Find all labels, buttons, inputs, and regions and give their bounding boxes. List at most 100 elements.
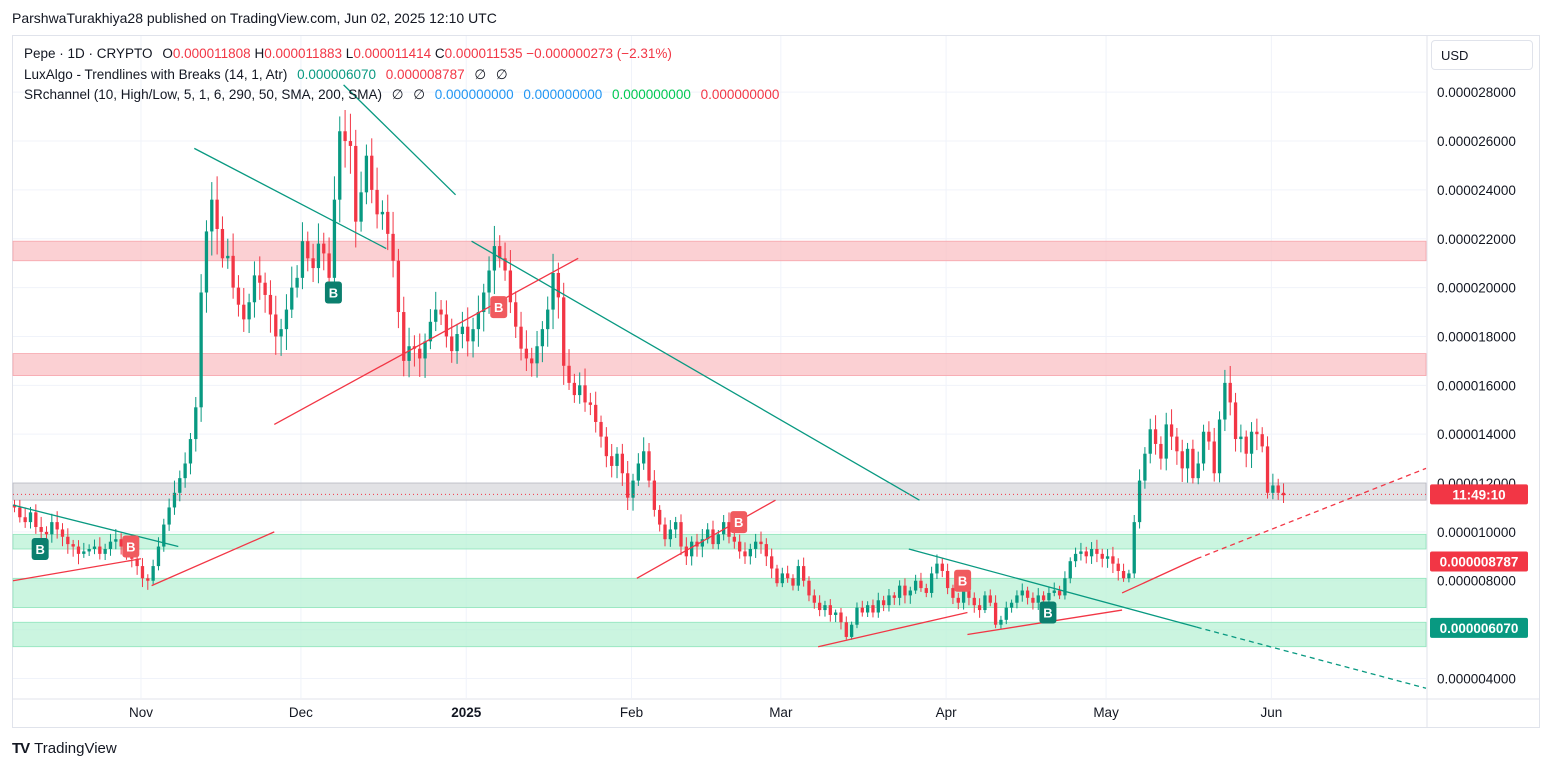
srchannel-value-3: 0.000000000 [434,87,514,102]
srchannel-legend-row[interactable]: SRchannel (10, High/Low, 5, 1, 6, 290, 5… [24,85,779,106]
candle [1020,583,1024,602]
candle [87,544,91,557]
candle-body [28,512,33,523]
candle-body [855,607,859,625]
candle-body [119,539,123,547]
candle-body [892,595,896,598]
candle [1217,411,1222,483]
candle-body [567,365,571,383]
symbol-legend-row[interactable]: Pepe · 1D · CRYPTO O0.000011808 H0.00001… [24,44,779,65]
candle-body [466,326,470,342]
luxalgo-value-4: ∅ [495,66,508,82]
candle [348,113,353,174]
candle-body [1191,448,1195,479]
candle-body [1159,443,1163,459]
y-axis-tick-label: 0.000016000 [1437,378,1516,393]
candle-body [1196,463,1200,479]
candle [812,589,816,609]
price-axis-label-bg [1430,551,1528,572]
candle-body [210,199,214,232]
candle [887,588,891,612]
candle [1191,439,1195,484]
candle [700,529,704,558]
srchannel-value-6: 0.000000000 [700,87,780,102]
candle [567,349,571,390]
luxalgo-value-2: 0.000008787 [385,66,465,82]
candle [236,275,241,317]
candle [524,330,529,371]
candle [1196,451,1200,485]
candle-body [594,404,598,422]
candle-body [1223,382,1227,420]
candle-body [588,402,593,405]
candle [1052,582,1056,597]
candle [828,599,832,622]
candle [380,200,385,230]
candle-body [658,509,662,525]
candle-body [988,595,992,603]
candle [439,300,443,325]
candle [258,256,262,300]
red-trendline [151,531,275,587]
candle [1068,557,1072,584]
candle-body [530,358,534,364]
candle-body [519,326,523,349]
candle-body [1207,431,1211,442]
candle-body [1095,548,1099,554]
symbol-name[interactable]: Pepe · 1D · CRYPTO [24,46,153,61]
candle [583,368,587,412]
price-chart[interactable]: B B B B B B B 0.000028000 0.000026000 0.000024000… [0,0,1554,730]
candle [908,586,912,604]
candle-body [23,517,27,523]
candle-body [1153,429,1158,444]
candle [679,514,683,556]
tradingview-footer[interactable]: TV TradingView [12,740,117,757]
candle [1207,421,1211,450]
open-label: O [162,46,173,61]
candle-body [722,522,726,535]
luxalgo-name[interactable]: LuxAlgo - Trendlines with Breaks (14, 1,… [24,66,288,82]
candle-body [887,595,891,606]
x-axis-tick-label: May [1093,705,1119,720]
candle [23,507,27,528]
candle [503,242,507,281]
candle-body [460,326,465,335]
currency-button[interactable]: USD [1431,40,1533,70]
candle [807,576,811,602]
candle [364,144,369,205]
candle-body [1265,446,1270,493]
red-trendline [1121,558,1197,594]
candle [631,473,635,511]
change-value: −0.000000273 (−2.31%) [526,46,672,61]
price-axis-label: 0.000006070 [1430,617,1528,638]
candle-body [929,573,934,593]
candle-body [551,272,555,310]
candle-body [919,580,923,589]
srchannel-value-5: 0.000000000 [612,87,691,102]
candle-body [226,255,230,259]
price-axis-label: 11:49:10 [1430,484,1528,505]
breakout-marker-label: B [126,540,135,555]
candle-body [668,529,672,540]
srchannel-name[interactable]: SRchannel (10, High/Low, 5, 1, 6, 290, 5… [24,87,382,102]
candle [1276,478,1280,500]
y-axis-tick-label: 0.000004000 [1437,671,1516,686]
x-axis-tick-label: Nov [129,705,153,720]
candle [359,171,363,232]
candle-body [556,272,561,298]
candle [748,543,752,565]
candle-body [76,546,81,554]
candle [1153,415,1158,455]
candle-body [812,595,816,603]
candle [407,327,411,378]
luxalgo-legend-row[interactable]: LuxAlgo - Trendlines with Breaks (14, 1,… [24,65,779,86]
candle [18,499,22,523]
candle [284,294,289,350]
candle [231,233,235,299]
candle-body [690,541,694,557]
candle-body [66,536,70,545]
candle [162,518,166,552]
candle [801,557,806,587]
candle-body [562,297,566,366]
candle [849,621,854,640]
